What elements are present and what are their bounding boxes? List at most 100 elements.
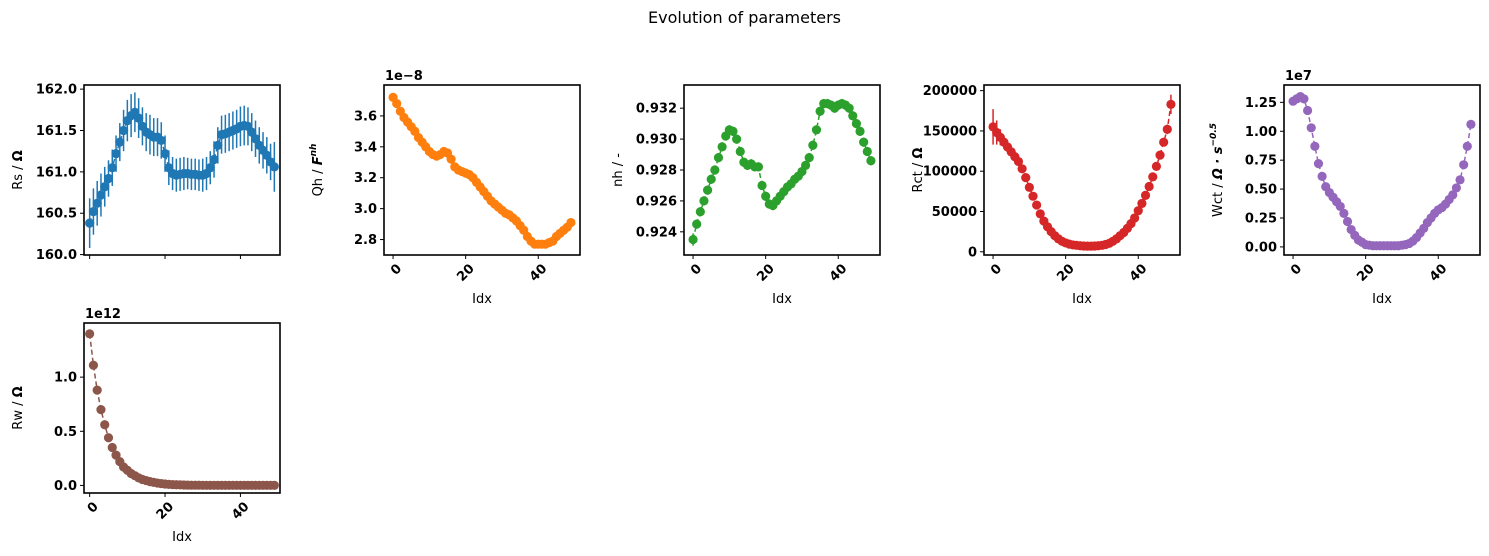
data-point (1335, 201, 1345, 212)
data-point (134, 113, 144, 123)
data-point (1339, 208, 1349, 218)
series-line (392, 96, 572, 245)
y-axis-label-text: Wct / (1211, 179, 1226, 217)
data-point (757, 180, 767, 191)
data-point (100, 182, 110, 192)
data-point (862, 146, 872, 157)
data-point (103, 433, 114, 443)
y-axis-label: Qh / Fnh (309, 144, 326, 197)
data-point (85, 218, 95, 228)
data-point (115, 137, 125, 147)
x-tick-label: 40 (229, 499, 252, 522)
y-tick-label: 0.75 (1245, 154, 1277, 169)
data-point (717, 142, 727, 152)
data-point (1017, 164, 1027, 174)
data-point (710, 165, 720, 175)
data-point (1013, 156, 1024, 167)
data-point (92, 385, 102, 395)
data-point (728, 126, 738, 136)
data-point (1466, 119, 1476, 129)
y-axis-label: Wct / Ω · s−0.5 (1209, 123, 1226, 217)
y-tick-label: 0.926 (636, 194, 677, 209)
y-tick-label: 0.932 (636, 102, 677, 117)
data-point (96, 405, 106, 415)
x-tick-label: 0 (388, 261, 405, 278)
data-point (702, 185, 713, 195)
data-point (107, 442, 117, 453)
data-point (88, 206, 99, 217)
y-axis-label-exponent: −0.5 (1209, 123, 1219, 146)
series-line (692, 102, 872, 240)
data-point (753, 162, 764, 172)
x-tick-label: 40 (827, 261, 850, 284)
y-tick-label: 161.0 (36, 165, 77, 180)
y-tick-label: 161.5 (36, 124, 77, 139)
y-tick-label: 1.0 (54, 371, 77, 386)
data-point (107, 163, 117, 173)
axis-offset-label: 1e12 (85, 307, 121, 322)
plot-frame (983, 84, 1181, 256)
data-point (103, 173, 114, 184)
data-point (804, 153, 814, 163)
data-point (1166, 99, 1176, 109)
data-point (1451, 183, 1462, 193)
y-tick-label: 2.8 (354, 233, 377, 248)
data-point (1140, 190, 1151, 200)
y-axis-label: Rct / Ω (911, 148, 926, 193)
y-axis-label-unit: Ω (11, 386, 26, 397)
y-tick-label: 3.0 (354, 202, 377, 217)
y-axis-label-unit: Ω (911, 148, 926, 159)
data-point (1021, 173, 1031, 183)
data-point (692, 219, 702, 229)
data-point (1151, 161, 1162, 171)
data-point (800, 160, 811, 170)
x-axis-label: Idx (1072, 292, 1092, 307)
y-axis-label-unit: Ω (11, 150, 26, 161)
y-axis-label-text: Qh / (311, 165, 326, 196)
y-tick-label: 150000 (923, 124, 977, 139)
data-point (392, 98, 402, 109)
data-point (96, 190, 106, 200)
y-tick-label: 0 (968, 245, 977, 260)
x-tick-label: 20 (754, 261, 777, 284)
y-tick-label: 160.0 (36, 248, 77, 263)
data-point (1459, 160, 1469, 170)
data-point (732, 134, 742, 144)
y-axis-label-text: nh / - (611, 153, 626, 187)
subplot-rw: 0.0 0.5 1.0 0 20 40 Idx Rw / Ω 1e12 (11, 307, 281, 545)
data-point (1028, 191, 1038, 201)
series-wct (1288, 91, 1476, 251)
data-point (88, 360, 99, 370)
y-tick-label: 160.5 (36, 207, 77, 222)
series-nh (688, 98, 876, 246)
x-tick-label: 20 (1054, 261, 1077, 284)
data-point (566, 217, 576, 228)
plot-frame (683, 84, 881, 256)
series-rct (988, 94, 1176, 251)
data-point (1137, 198, 1147, 209)
y-tick-label: 0.5 (54, 425, 77, 440)
data-point (1148, 172, 1158, 182)
data-point (111, 149, 121, 159)
series-rw (85, 329, 279, 490)
x-axis-label: Idx (1372, 292, 1392, 307)
y-tick-label: 0.930 (636, 133, 677, 148)
data-point (844, 103, 854, 113)
data-point (688, 234, 698, 245)
subplot-qh: 2.8 3.0 3.2 3.4 3.6 0 20 40 Idx Qh / Fnh 1e−8 (309, 69, 581, 307)
data-point (1310, 141, 1320, 151)
plot-frame (83, 322, 281, 494)
data-point (1302, 105, 1313, 116)
data-point (160, 149, 170, 159)
x-tick-label: 40 (1127, 261, 1150, 284)
y-axis-label-unit: Ω · s (1211, 146, 1226, 180)
axis-offset-label: 1e7 (1285, 69, 1312, 84)
y-axis-label-exponent: nh (309, 144, 319, 157)
y-axis-label-text: Rs / (11, 161, 26, 189)
subplot-rct: 0 50000 100000 150000 200000 0 20 40 Idx Rct / Ω (911, 84, 1181, 307)
axis-offset-label: 1e−8 (385, 69, 423, 84)
series-line (1292, 95, 1472, 247)
y-tick-label: 3.6 (354, 109, 377, 124)
x-tick-label: 20 (1354, 261, 1377, 284)
